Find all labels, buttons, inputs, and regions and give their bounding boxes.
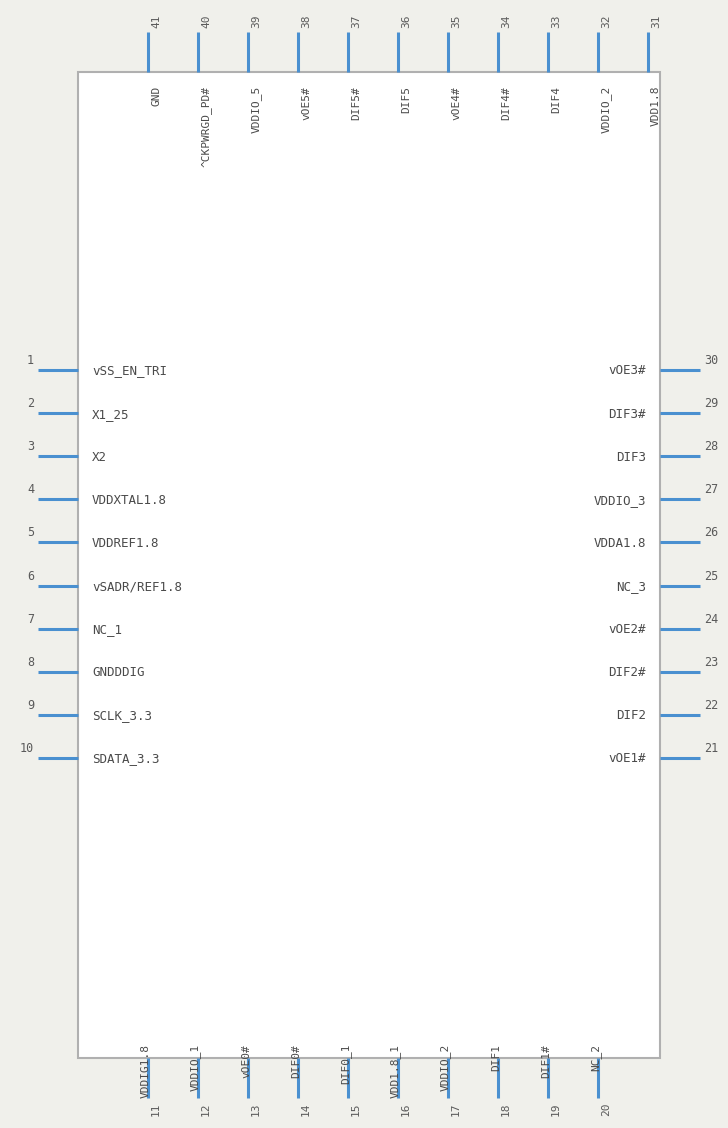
Text: 2: 2: [27, 397, 34, 411]
Text: DIF4#: DIF4#: [501, 86, 511, 120]
Text: vOE3#: vOE3#: [609, 364, 646, 378]
Text: 19: 19: [551, 1102, 561, 1116]
Text: 14: 14: [301, 1102, 311, 1116]
Text: VDDIO_1: VDDIO_1: [190, 1045, 201, 1091]
Text: DIF0#: DIF0#: [291, 1045, 301, 1077]
Text: 29: 29: [704, 397, 719, 411]
Text: VDDIO_3: VDDIO_3: [593, 494, 646, 506]
Text: VDDIO_2: VDDIO_2: [440, 1045, 451, 1091]
Text: 15: 15: [351, 1102, 361, 1116]
Text: DIF0_1: DIF0_1: [340, 1045, 351, 1084]
Text: DIF5: DIF5: [401, 86, 411, 113]
Text: 24: 24: [704, 613, 719, 626]
Text: NC_2: NC_2: [590, 1045, 601, 1070]
Text: 12: 12: [201, 1102, 211, 1116]
Text: vSADR/REF1.8: vSADR/REF1.8: [92, 580, 182, 593]
Text: 34: 34: [501, 15, 511, 28]
Text: DIF5#: DIF5#: [351, 86, 361, 120]
Text: DIF4: DIF4: [551, 86, 561, 113]
Text: DIF3#: DIF3#: [609, 407, 646, 421]
Text: VDD1.8: VDD1.8: [651, 86, 661, 126]
Text: 3: 3: [27, 440, 34, 453]
Text: DIF2#: DIF2#: [609, 667, 646, 679]
Text: vOE1#: vOE1#: [609, 752, 646, 766]
Text: SDATA_3.3: SDATA_3.3: [92, 752, 159, 766]
Text: GNDDDIG: GNDDDIG: [92, 667, 144, 679]
Text: 9: 9: [27, 699, 34, 712]
Bar: [78, 72, 660, 1058]
Text: 13: 13: [251, 1102, 261, 1116]
Text: vSS_EN_TRI: vSS_EN_TRI: [92, 364, 167, 378]
Text: VDDA1.8: VDDA1.8: [593, 537, 646, 550]
Text: 18: 18: [501, 1102, 511, 1116]
Text: 4: 4: [27, 483, 34, 496]
Text: 36: 36: [401, 15, 411, 28]
Text: DIF3: DIF3: [616, 451, 646, 464]
Text: 40: 40: [201, 15, 211, 28]
Text: 26: 26: [704, 527, 719, 539]
Text: SCLK_3.3: SCLK_3.3: [92, 710, 152, 722]
Text: 6: 6: [27, 570, 34, 582]
Text: 30: 30: [704, 354, 719, 367]
Text: 11: 11: [151, 1102, 161, 1116]
Text: 10: 10: [20, 742, 34, 755]
Text: VDDXTAL1.8: VDDXTAL1.8: [92, 494, 167, 506]
Text: NC_1: NC_1: [92, 623, 122, 636]
Text: 23: 23: [704, 655, 719, 669]
Text: NC_3: NC_3: [616, 580, 646, 593]
Text: VDDIO_2: VDDIO_2: [601, 86, 612, 133]
Text: VDDIG1.8: VDDIG1.8: [141, 1045, 151, 1098]
Text: 25: 25: [704, 570, 719, 582]
Text: 38: 38: [301, 15, 311, 28]
Text: DIF1: DIF1: [491, 1045, 501, 1070]
Text: VDDIO_5: VDDIO_5: [251, 86, 262, 133]
Text: 33: 33: [551, 15, 561, 28]
Text: VDD1.8_1: VDD1.8_1: [390, 1045, 401, 1098]
Text: 22: 22: [704, 699, 719, 712]
Text: 39: 39: [251, 15, 261, 28]
Text: 28: 28: [704, 440, 719, 453]
Text: 5: 5: [27, 527, 34, 539]
Text: 37: 37: [351, 15, 361, 28]
Text: DIF2: DIF2: [616, 710, 646, 722]
Text: 7: 7: [27, 613, 34, 626]
Text: 31: 31: [651, 15, 661, 28]
Text: 20: 20: [601, 1102, 611, 1116]
Text: ^CKPWRGD_PD#: ^CKPWRGD_PD#: [201, 86, 212, 167]
Text: 35: 35: [451, 15, 461, 28]
Text: 16: 16: [401, 1102, 411, 1116]
Text: vOE2#: vOE2#: [609, 623, 646, 636]
Text: 17: 17: [451, 1102, 461, 1116]
Text: vOE4#: vOE4#: [451, 86, 461, 120]
Text: X2: X2: [92, 451, 107, 464]
Text: vOE5#: vOE5#: [301, 86, 311, 120]
Text: vOE0#: vOE0#: [241, 1045, 251, 1077]
Text: GND: GND: [151, 86, 161, 106]
Text: X1_25: X1_25: [92, 407, 130, 421]
Text: 21: 21: [704, 742, 719, 755]
Text: 8: 8: [27, 655, 34, 669]
Text: 32: 32: [601, 15, 611, 28]
Text: 1: 1: [27, 354, 34, 367]
Text: 27: 27: [704, 483, 719, 496]
Text: DIF1#: DIF1#: [541, 1045, 551, 1077]
Text: VDDREF1.8: VDDREF1.8: [92, 537, 159, 550]
Text: 41: 41: [151, 15, 161, 28]
